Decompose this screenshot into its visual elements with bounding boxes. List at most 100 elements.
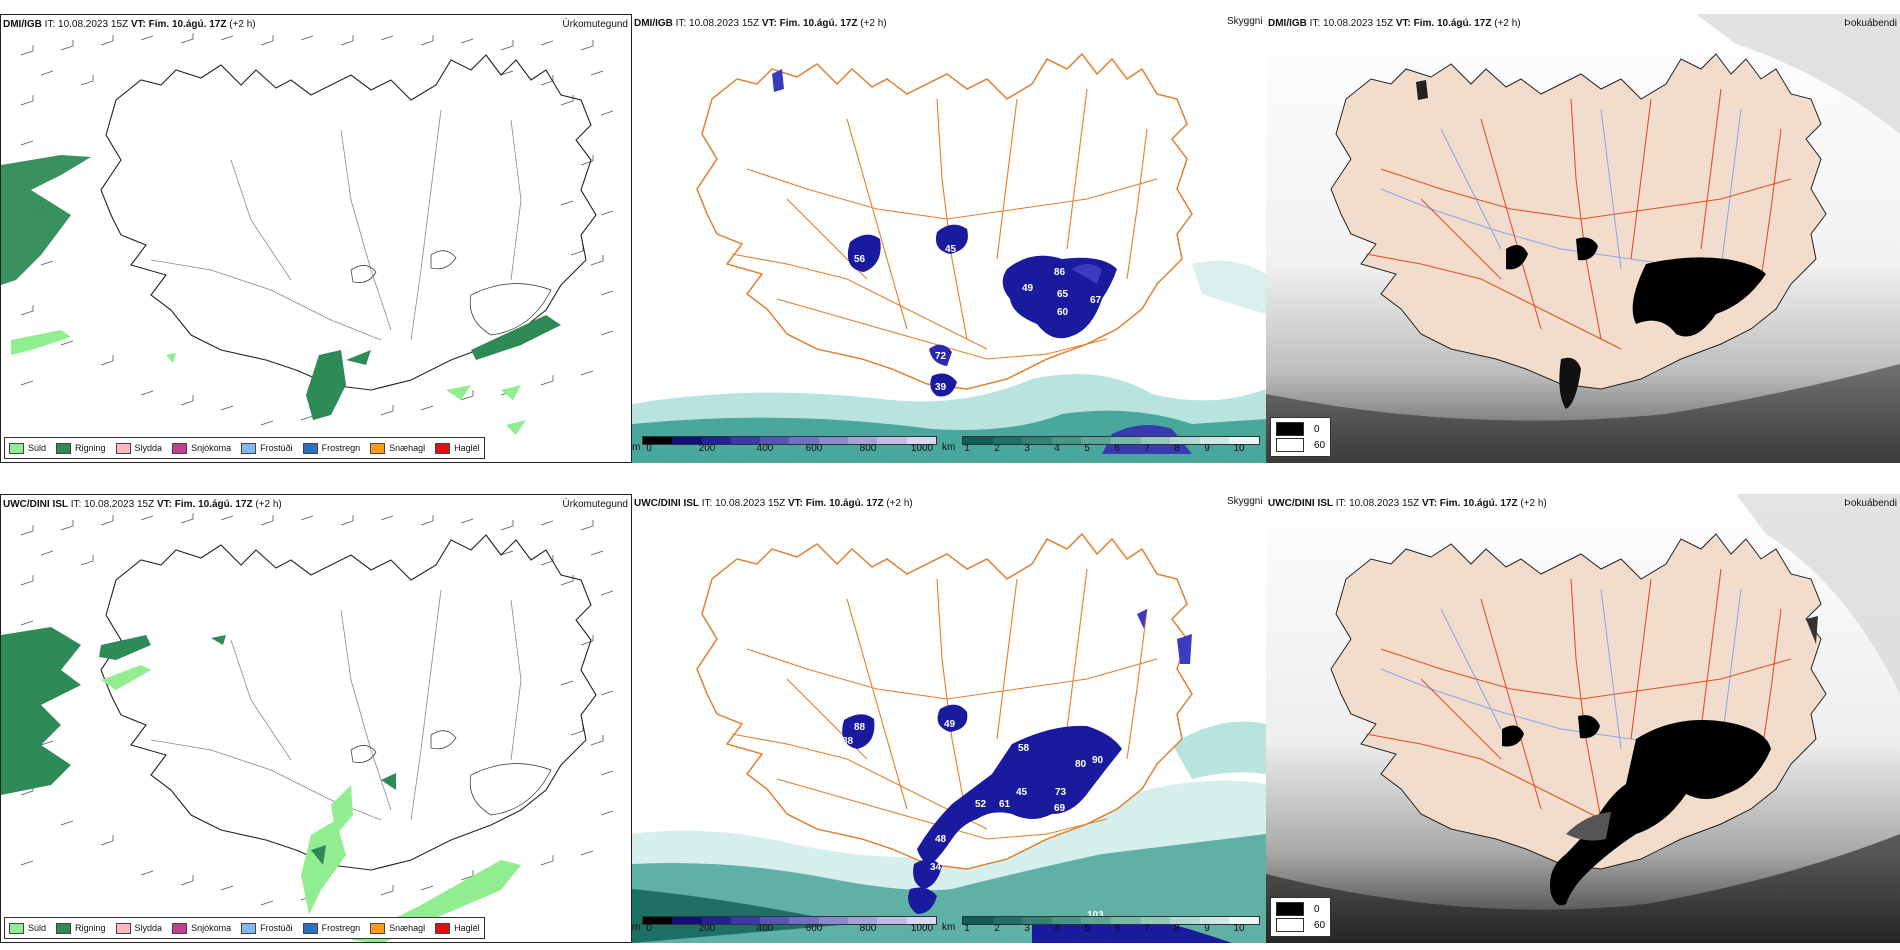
height-ticks: 0 200 400 600 800 1000 — [632, 923, 937, 934]
vis-label: 56 — [854, 254, 866, 265]
vis-tick: 5 — [1084, 923, 1090, 934]
fog-legend-label: 0 — [1314, 903, 1320, 915]
fog-field-uwc: Þokuábendi — [1844, 498, 1897, 509]
legend-swatch — [9, 922, 24, 934]
legend-label: Snæhagl — [389, 923, 426, 933]
vis-label: 48 — [935, 834, 947, 845]
vis-tick: 6 — [1114, 923, 1120, 934]
vis-labels-uwc: 88 88 49 58 80 90 52 61 45 73 69 84 48 3… — [842, 719, 1104, 921]
legend-swatch — [56, 922, 72, 934]
legend-swatch — [9, 442, 24, 454]
vis-label: 58 — [1018, 743, 1030, 754]
fog-field-dmi: Þokuábendi — [1844, 18, 1897, 29]
legend-label: Snæhagl — [389, 443, 426, 453]
legend-item-haglel: Haglél — [435, 922, 480, 934]
vis-label: 60 — [1057, 307, 1069, 318]
precip-map-uwc — [1, 512, 614, 942]
legend-swatch — [435, 442, 451, 454]
legend-swatch — [302, 922, 318, 934]
vis-label: 88 — [842, 736, 854, 747]
vis-label: 84 — [912, 830, 924, 841]
legend-swatch — [370, 922, 386, 934]
legend-item-snaehagl: Snæhagl — [370, 922, 426, 934]
legend-item-frostudi: Frostúði — [241, 442, 293, 454]
height-unit: m — [632, 922, 641, 933]
fog-legend-uwc: 0 60 — [1270, 897, 1332, 937]
precip-legend-uwc: Súld Rigning Slydda Snjókoma Frostúði Fr… — [4, 917, 485, 939]
legend-label: Haglél — [454, 443, 480, 453]
precip-legend-dmi: Súld Rigning Slydda Snjókoma Frostúði Fr… — [4, 437, 485, 459]
height-colorbar-strip — [642, 436, 937, 445]
legend-label: Slydda — [134, 923, 163, 933]
legend-swatch — [435, 922, 451, 934]
vis-tick: 6 — [1114, 443, 1120, 454]
precip-map-dmi — [1, 32, 614, 435]
fog-title-uwc: UWC/DINI ISL IT: 10.08.2023 15Z VT: Fim.… — [1268, 498, 1547, 509]
height-tick: 0 — [646, 923, 652, 934]
legend-label: Frostregn — [321, 923, 361, 933]
fog-legend-row: 0 — [1276, 421, 1325, 437]
legend-item-slydda: Slydda — [115, 922, 163, 934]
legend-label: Haglél — [454, 923, 480, 933]
vis-tick: 10 — [1233, 923, 1245, 934]
vis-title-dmi: DMI/IGB IT: 10.08.2023 15Z VT: Fim. 10.á… — [634, 18, 887, 29]
legend-swatch — [302, 442, 318, 454]
legend-label: Súld — [28, 443, 47, 453]
vis-label: 52 — [975, 799, 987, 810]
height-tick: 200 — [698, 923, 716, 934]
height-tick: 800 — [859, 923, 877, 934]
legend-item-rigning: Rigning — [56, 922, 106, 934]
fog-panel-dmi: DMI/IGB IT: 10.08.2023 15Z VT: Fim. 10.á… — [1266, 14, 1900, 463]
height-tick: 400 — [756, 923, 774, 934]
height-ticks: 0 200 400 600 800 1000 — [632, 443, 937, 454]
vis-tick: 5 — [1084, 443, 1090, 454]
vis-label: 88 — [854, 722, 866, 733]
legend-swatch — [241, 442, 257, 454]
vis-panel-uwc: 88 88 49 58 80 90 52 61 45 73 69 84 48 3… — [632, 494, 1266, 943]
precip-panel-uwc: UWC/DINI ISL IT: 10.08.2023 15Z VT: Fim.… — [0, 494, 632, 943]
legend-item-snaehagl: Snæhagl — [370, 442, 426, 454]
precip-title-uwc: UWC/DINI ISL IT: 10.08.2023 15Z VT: Fim.… — [3, 499, 282, 510]
height-tick: 1000 — [910, 443, 934, 454]
legend-item-sud: Súld — [9, 922, 46, 934]
vis-label: 45 — [945, 244, 957, 255]
vis-tick: 3 — [1024, 443, 1030, 454]
legend-swatch — [115, 442, 131, 454]
fog-map-uwc — [1266, 494, 1900, 943]
legend-item-snjokoma: Snjókoma — [172, 922, 231, 934]
vis-unit: km — [942, 442, 956, 453]
vis-title-uwc: UWC/DINI ISL IT: 10.08.2023 15Z VT: Fim.… — [634, 498, 913, 509]
height-colorbar-uwc: m 0 200 400 600 800 1000 — [632, 916, 937, 934]
legend-label: Rigning — [75, 443, 106, 453]
vis-tick: 2 — [994, 443, 1000, 454]
vis-label: 73 — [1055, 787, 1067, 798]
vis-label: 72 — [935, 351, 947, 362]
fog-title-dmi: DMI/IGB IT: 10.08.2023 15Z VT: Fim. 10.á… — [1268, 18, 1521, 29]
vis-label: 45 — [1016, 787, 1028, 798]
vis-tick: 8 — [1174, 923, 1180, 934]
height-colorbar-strip — [642, 916, 937, 925]
legend-swatch — [115, 922, 131, 934]
height-tick: 800 — [859, 443, 877, 454]
legend-item-slydda: Slydda — [115, 442, 162, 454]
fog-legend-label: 60 — [1314, 439, 1326, 451]
vis-tick: 3 — [1024, 923, 1030, 934]
legend-item-rigning: Rigning — [56, 442, 106, 454]
vis-unit: km — [942, 922, 956, 933]
vis-label: 90 — [1092, 755, 1104, 766]
vis-map-uwc: 88 88 49 58 80 90 52 61 45 73 69 84 48 3… — [632, 494, 1266, 943]
vis-colorbar-strip — [962, 916, 1260, 925]
vis-label: 67 — [1090, 295, 1102, 306]
vis-ticks: 1 2 3 4 5 6 7 8 9 10 — [942, 443, 1260, 454]
height-tick: 400 — [756, 443, 774, 454]
height-tick: 600 — [805, 443, 823, 454]
vis-tick: 2 — [994, 923, 1000, 934]
fog-swatch — [1276, 438, 1304, 452]
legend-label: Snjókoma — [191, 443, 232, 453]
vis-label: 80 — [1075, 759, 1087, 770]
legend-label: Frostúði — [260, 443, 293, 453]
height-tick: 600 — [805, 923, 823, 934]
vis-tick: 9 — [1204, 443, 1210, 454]
legend-item-frostudi: Frostúði — [241, 922, 293, 934]
vis-colorbar-uwc: km 1 2 3 4 5 6 7 8 9 10 — [942, 916, 1260, 934]
